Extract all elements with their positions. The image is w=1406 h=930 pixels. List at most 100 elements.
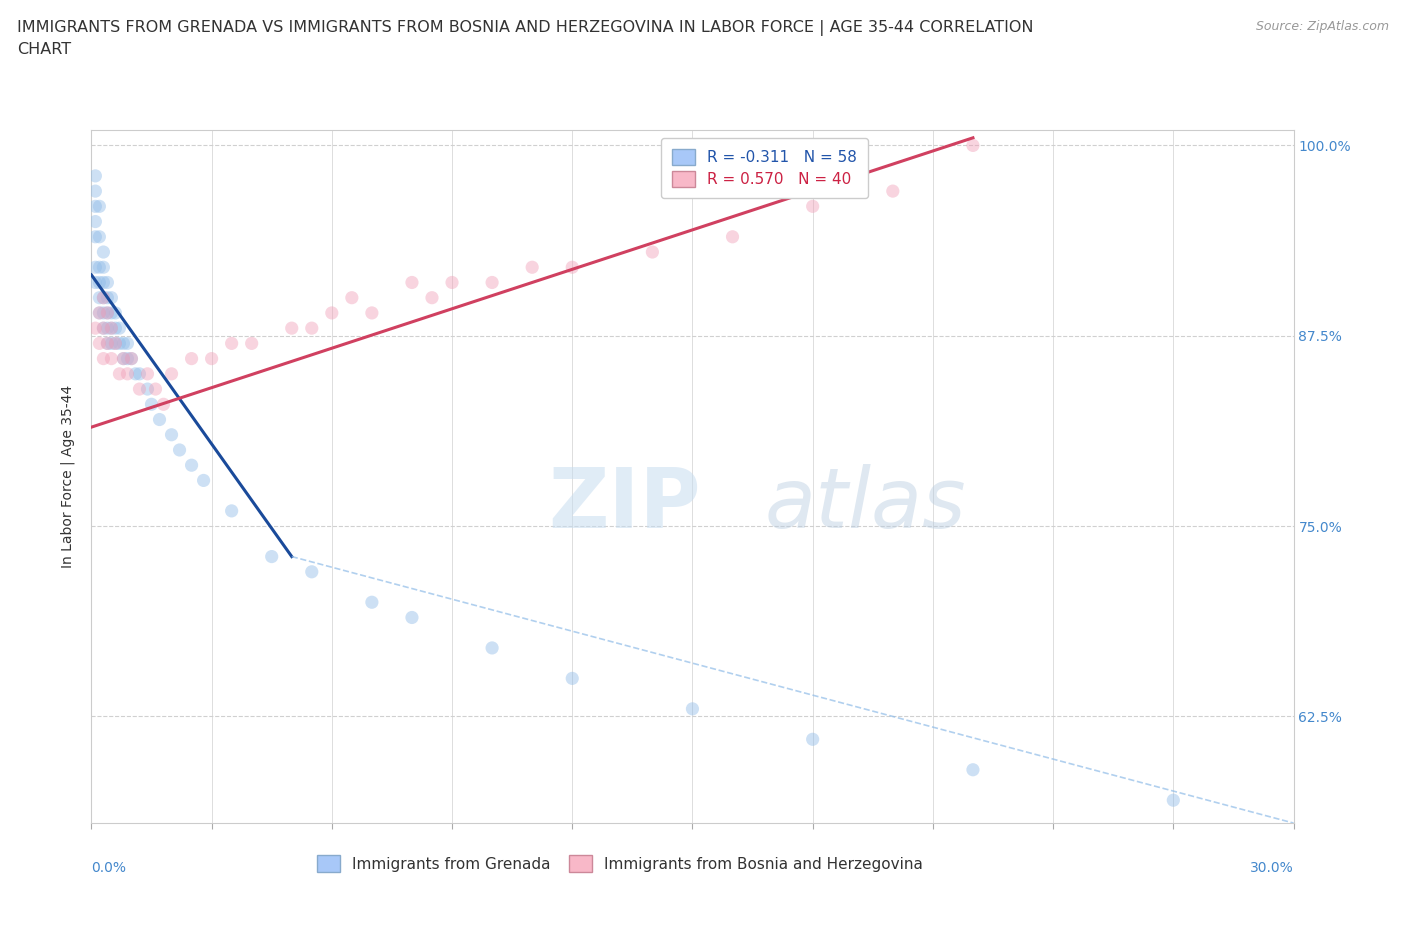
Point: [201, 352, 224, 366]
Point: [321, 305, 343, 320]
Point: [84, 321, 107, 336]
Point: [117, 336, 139, 351]
Point: [117, 366, 139, 381]
Point: [180, 458, 202, 472]
Point: [89, 305, 111, 320]
Point: [108, 366, 131, 381]
Point: [100, 290, 122, 305]
Point: [301, 565, 323, 579]
Point: [84, 199, 107, 214]
Point: [108, 321, 131, 336]
Point: [93, 290, 115, 305]
Point: [124, 366, 146, 381]
Point: [360, 305, 382, 320]
Point: [721, 230, 744, 245]
Point: [108, 336, 131, 351]
Point: [96, 275, 118, 290]
Point: [93, 321, 115, 336]
Point: [882, 183, 904, 198]
Point: [801, 732, 824, 747]
Text: ZIP: ZIP: [548, 464, 700, 545]
Point: [360, 595, 382, 610]
Text: atlas: atlas: [765, 464, 966, 545]
Point: [100, 321, 122, 336]
Point: [148, 412, 170, 427]
Point: [121, 352, 143, 366]
Point: [84, 259, 107, 274]
Point: [93, 275, 115, 290]
Point: [84, 214, 107, 229]
Point: [160, 427, 183, 442]
Point: [561, 671, 583, 685]
Point: [84, 183, 107, 198]
Point: [96, 305, 118, 320]
Point: [112, 352, 135, 366]
Point: [281, 321, 304, 336]
Point: [104, 305, 127, 320]
Point: [100, 321, 122, 336]
Point: [93, 305, 115, 320]
Point: [180, 352, 202, 366]
Point: [100, 336, 122, 351]
Point: [93, 290, 115, 305]
Point: [160, 366, 183, 381]
Point: [89, 305, 111, 320]
Point: [136, 381, 159, 396]
Point: [401, 610, 423, 625]
Y-axis label: In Labor Force | Age 35-44: In Labor Force | Age 35-44: [60, 385, 76, 568]
Point: [481, 641, 503, 656]
Point: [141, 397, 163, 412]
Point: [561, 259, 583, 274]
Point: [522, 259, 544, 274]
Legend: Immigrants from Grenada, Immigrants from Bosnia and Herzegovina: Immigrants from Grenada, Immigrants from…: [308, 846, 932, 882]
Point: [1163, 792, 1185, 807]
Point: [221, 503, 243, 518]
Point: [169, 443, 191, 458]
Point: [84, 275, 107, 290]
Point: [152, 397, 174, 412]
Point: [128, 366, 150, 381]
Point: [145, 381, 167, 396]
Point: [93, 259, 115, 274]
Point: [240, 336, 263, 351]
Point: [301, 321, 323, 336]
Point: [104, 336, 127, 351]
Point: [801, 199, 824, 214]
Point: [440, 275, 463, 290]
Point: [96, 336, 118, 351]
Point: [112, 336, 135, 351]
Point: [641, 245, 664, 259]
Point: [89, 275, 111, 290]
Point: [93, 245, 115, 259]
Point: [96, 305, 118, 320]
Text: Source: ZipAtlas.com: Source: ZipAtlas.com: [1256, 20, 1389, 33]
Point: [104, 336, 127, 351]
Point: [89, 290, 111, 305]
Point: [481, 275, 503, 290]
Point: [104, 321, 127, 336]
Point: [84, 230, 107, 245]
Point: [89, 259, 111, 274]
Point: [100, 352, 122, 366]
Text: IMMIGRANTS FROM GRENADA VS IMMIGRANTS FROM BOSNIA AND HERZEGOVINA IN LABOR FORCE: IMMIGRANTS FROM GRENADA VS IMMIGRANTS FR…: [17, 20, 1033, 58]
Point: [89, 199, 111, 214]
Point: [136, 366, 159, 381]
Text: 0.0%: 0.0%: [91, 861, 127, 875]
Point: [420, 290, 443, 305]
Point: [100, 305, 122, 320]
Point: [84, 168, 107, 183]
Point: [89, 336, 111, 351]
Point: [96, 336, 118, 351]
Point: [121, 352, 143, 366]
Point: [962, 138, 984, 153]
Point: [112, 352, 135, 366]
Point: [401, 275, 423, 290]
Point: [117, 352, 139, 366]
Point: [340, 290, 363, 305]
Point: [96, 290, 118, 305]
Point: [128, 381, 150, 396]
Point: [221, 336, 243, 351]
Point: [96, 321, 118, 336]
Point: [193, 473, 215, 488]
Point: [93, 321, 115, 336]
